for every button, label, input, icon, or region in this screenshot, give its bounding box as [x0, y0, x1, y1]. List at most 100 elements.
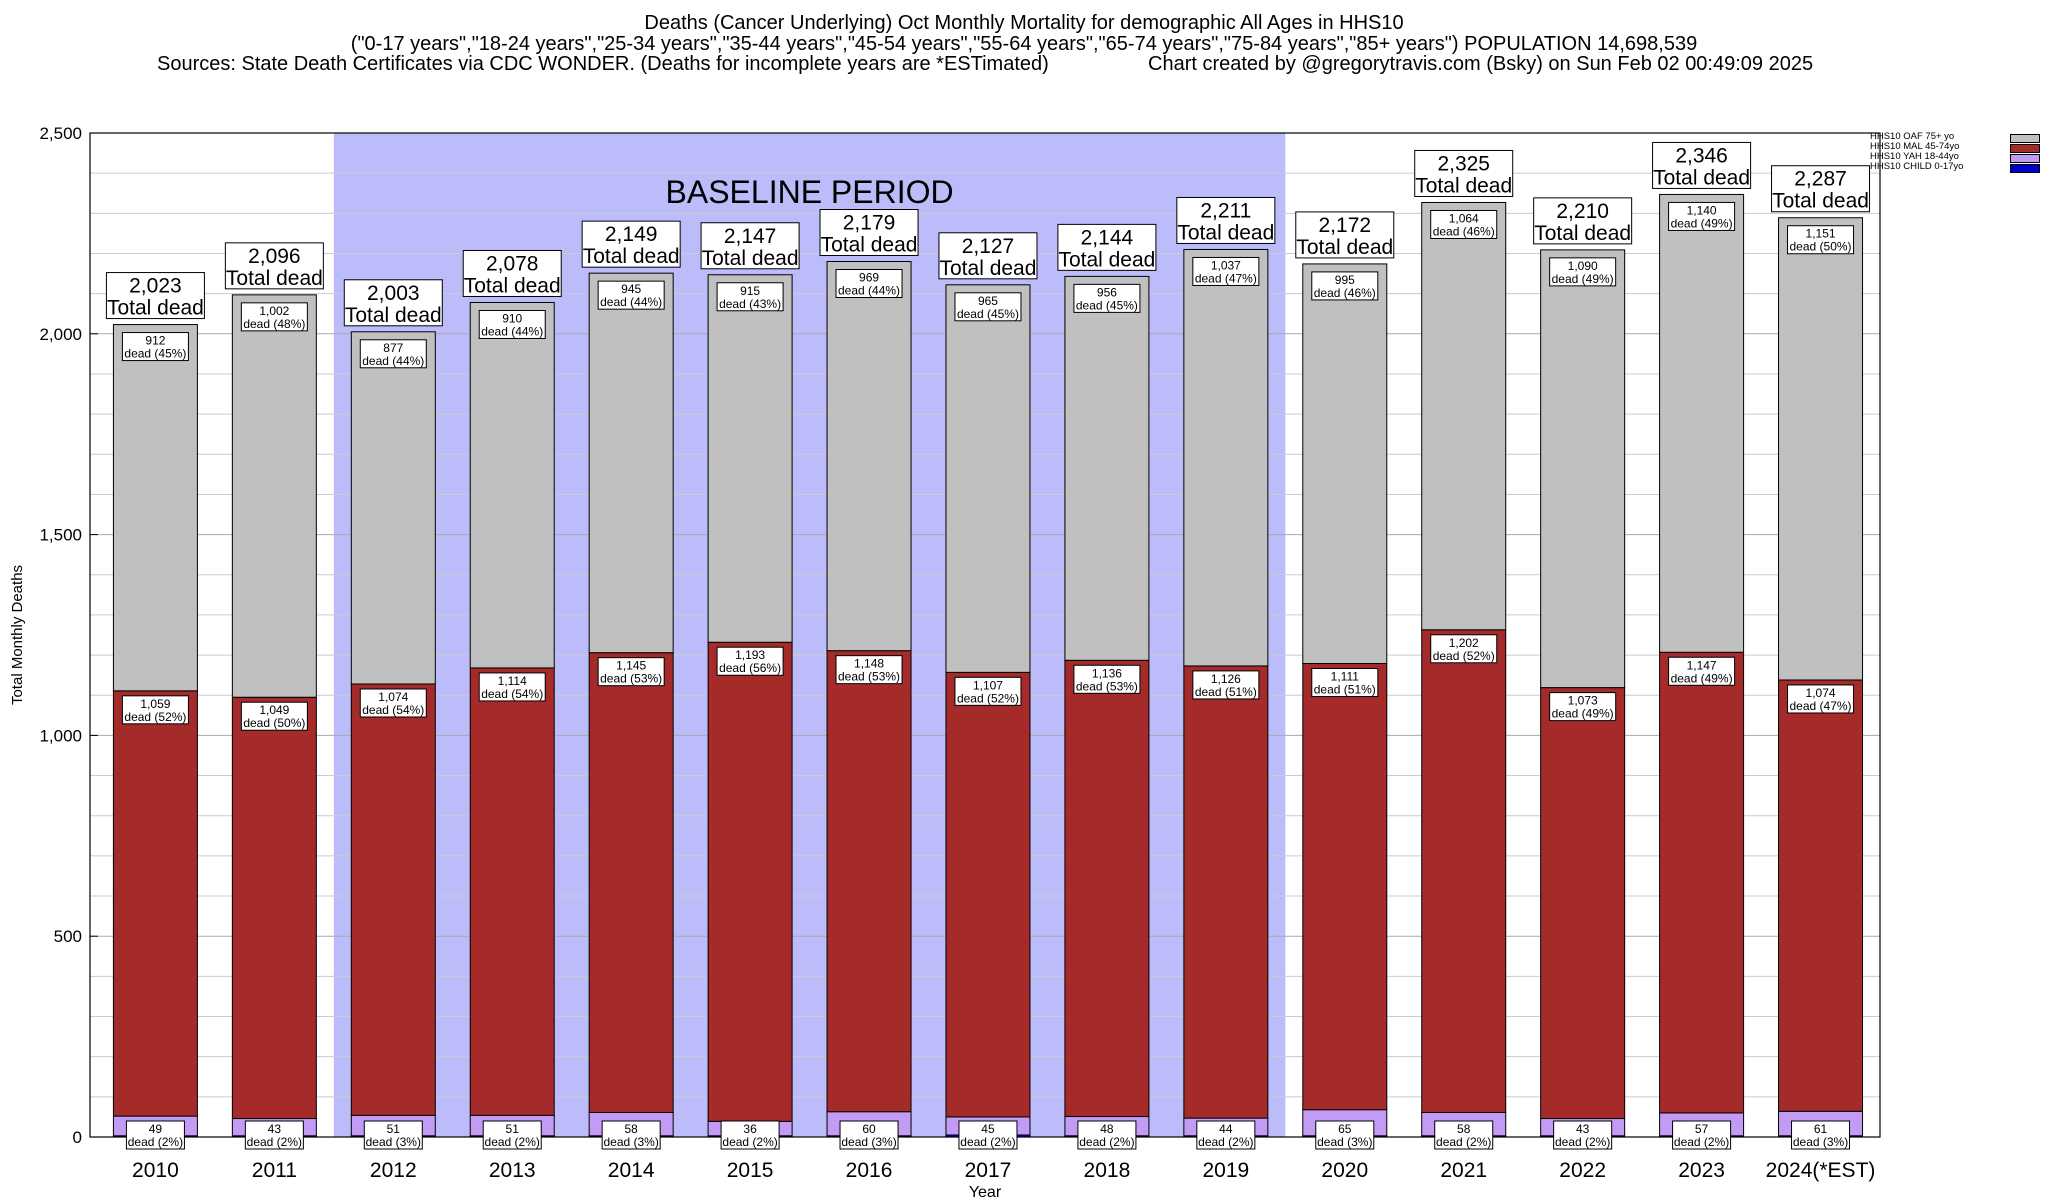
mal-label-value: 1,074	[1806, 686, 1836, 700]
total-label-box	[1057, 223, 1157, 271]
mal-label-box	[1549, 692, 1617, 722]
mal-label-pct: dead (54%)	[362, 703, 424, 717]
oaf-label-box	[1549, 257, 1617, 287]
total-label-value: 2,096	[248, 245, 301, 268]
oaf-label-box	[1311, 271, 1379, 301]
oaf-label-value: 969	[859, 271, 879, 285]
total-label-suffix: Total dead	[226, 267, 323, 290]
yah-label-value: 61	[1814, 1122, 1828, 1136]
total-label-value: 2,179	[843, 212, 896, 235]
oaf-label-pct: dead (45%)	[124, 347, 186, 361]
bar-segment	[1064, 275, 1150, 661]
bar-segment	[231, 294, 317, 698]
bar-segment	[1778, 679, 1864, 1112]
total-label-box	[1533, 197, 1633, 245]
yah-label-value: 36	[743, 1122, 757, 1136]
mal-label-pct: dead (50%)	[243, 716, 305, 730]
bar-segment	[469, 301, 555, 669]
total-label-suffix: Total dead	[1772, 190, 1869, 213]
mal-label-box	[1668, 656, 1736, 686]
bar-segment	[1421, 629, 1507, 1114]
y-tick-label: 1,000	[39, 726, 82, 745]
total-label-suffix: Total dead	[583, 245, 680, 268]
source-note: Sources: State Death Certificates via CD…	[157, 53, 1049, 75]
oaf-label-pct: dead (48%)	[243, 317, 305, 331]
yah-label-pct: dead (2%)	[1198, 1135, 1253, 1149]
legend-label: HHS10 YAH 18-44yo	[1870, 151, 1959, 162]
yah-label-pct: dead (3%)	[366, 1135, 421, 1149]
x-tick-label: 2014	[608, 1159, 655, 1182]
mal-label-box	[716, 646, 784, 676]
x-tick-label: 2019	[1202, 1159, 1249, 1182]
oaf-label-pct: dead (49%)	[1552, 272, 1614, 286]
oaf-label-value: 877	[383, 341, 403, 355]
total-label-value: 2,127	[962, 235, 1015, 258]
mal-label-box	[597, 657, 665, 687]
yah-label-pct: dead (2%)	[960, 1135, 1015, 1149]
mal-label-pct: dead (52%)	[1433, 649, 1495, 663]
legend-swatch	[2010, 164, 2040, 173]
yah-label-pct: dead (2%)	[128, 1135, 183, 1149]
mal-label-box	[240, 701, 308, 731]
y-tick-label: 500	[54, 927, 82, 946]
bar-segment	[1302, 263, 1388, 665]
x-tick-label: 2016	[846, 1159, 893, 1182]
mal-label-box	[1311, 668, 1379, 698]
legend-label: HHS10 MAL 45-74yo	[1870, 141, 1960, 152]
yah-label-pct: dead (3%)	[1317, 1135, 1372, 1149]
mal-label-pct: dead (49%)	[1552, 707, 1614, 721]
oaf-label-value: 945	[621, 282, 641, 296]
yah-label-box	[363, 1120, 423, 1150]
yah-label-box	[720, 1120, 780, 1150]
oaf-label-box	[359, 339, 427, 369]
oaf-label-box	[478, 309, 546, 339]
yah-label-pct: dead (3%)	[841, 1135, 896, 1149]
oaf-label-box	[716, 282, 784, 312]
yah-label-box	[1791, 1120, 1851, 1150]
total-label-suffix: Total dead	[1177, 221, 1274, 244]
bar-segment	[588, 272, 674, 654]
bar-segment	[1302, 663, 1388, 1111]
mal-label-pct: dead (52%)	[124, 710, 186, 724]
oaf-label-box	[954, 292, 1022, 322]
oaf-label-pct: dead (49%)	[1671, 216, 1733, 230]
mal-label-value: 1,193	[735, 648, 765, 662]
total-label-box	[700, 222, 800, 270]
mal-label-value: 1,145	[616, 659, 646, 673]
bar-segment	[945, 284, 1031, 673]
bar-segment	[1421, 201, 1507, 631]
y-tick-label: 2,000	[39, 325, 82, 344]
bar-segment	[707, 641, 793, 1122]
legend-swatch	[2010, 144, 2040, 153]
mal-label-value: 1,126	[1211, 672, 1241, 686]
oaf-label-pct: dead (45%)	[957, 307, 1019, 321]
yah-label-box	[125, 1120, 185, 1150]
y-tick-label: 0	[73, 1128, 82, 1147]
mal-label-pct: dead (53%)	[600, 672, 662, 686]
total-label-value: 2,172	[1319, 214, 1372, 237]
yah-label-pct: dead (2%)	[247, 1135, 302, 1149]
total-label-suffix: Total dead	[464, 274, 561, 297]
x-tick-label: 2023	[1678, 1159, 1725, 1182]
bar-segment	[1064, 659, 1150, 1118]
mal-label-box	[478, 672, 546, 702]
yah-label-box	[1434, 1120, 1494, 1150]
total-label-box	[1652, 141, 1752, 189]
oaf-label-value: 965	[978, 294, 998, 308]
yah-label-pct: dead (2%)	[1079, 1135, 1134, 1149]
legend-label: HHS10 OAF 75+ yo	[1870, 131, 1955, 142]
oaf-label-value: 912	[145, 334, 165, 348]
mal-label-value: 1,073	[1568, 694, 1598, 708]
mal-label-value: 1,074	[378, 690, 408, 704]
yah-label-value: 57	[1695, 1122, 1709, 1136]
total-label-suffix: Total dead	[1534, 222, 1631, 245]
mal-label-pct: dead (53%)	[1076, 679, 1138, 693]
yah-label-pct: dead (3%)	[603, 1135, 658, 1149]
oaf-label-pct: dead (44%)	[481, 324, 543, 338]
oaf-label-value: 1,151	[1806, 227, 1836, 241]
x-tick-label: 2013	[489, 1159, 536, 1182]
oaf-label-box	[835, 269, 903, 299]
oaf-label-pct: dead (50%)	[1790, 240, 1852, 254]
total-label-suffix: Total dead	[107, 297, 204, 320]
oaf-label-box	[1668, 201, 1736, 231]
